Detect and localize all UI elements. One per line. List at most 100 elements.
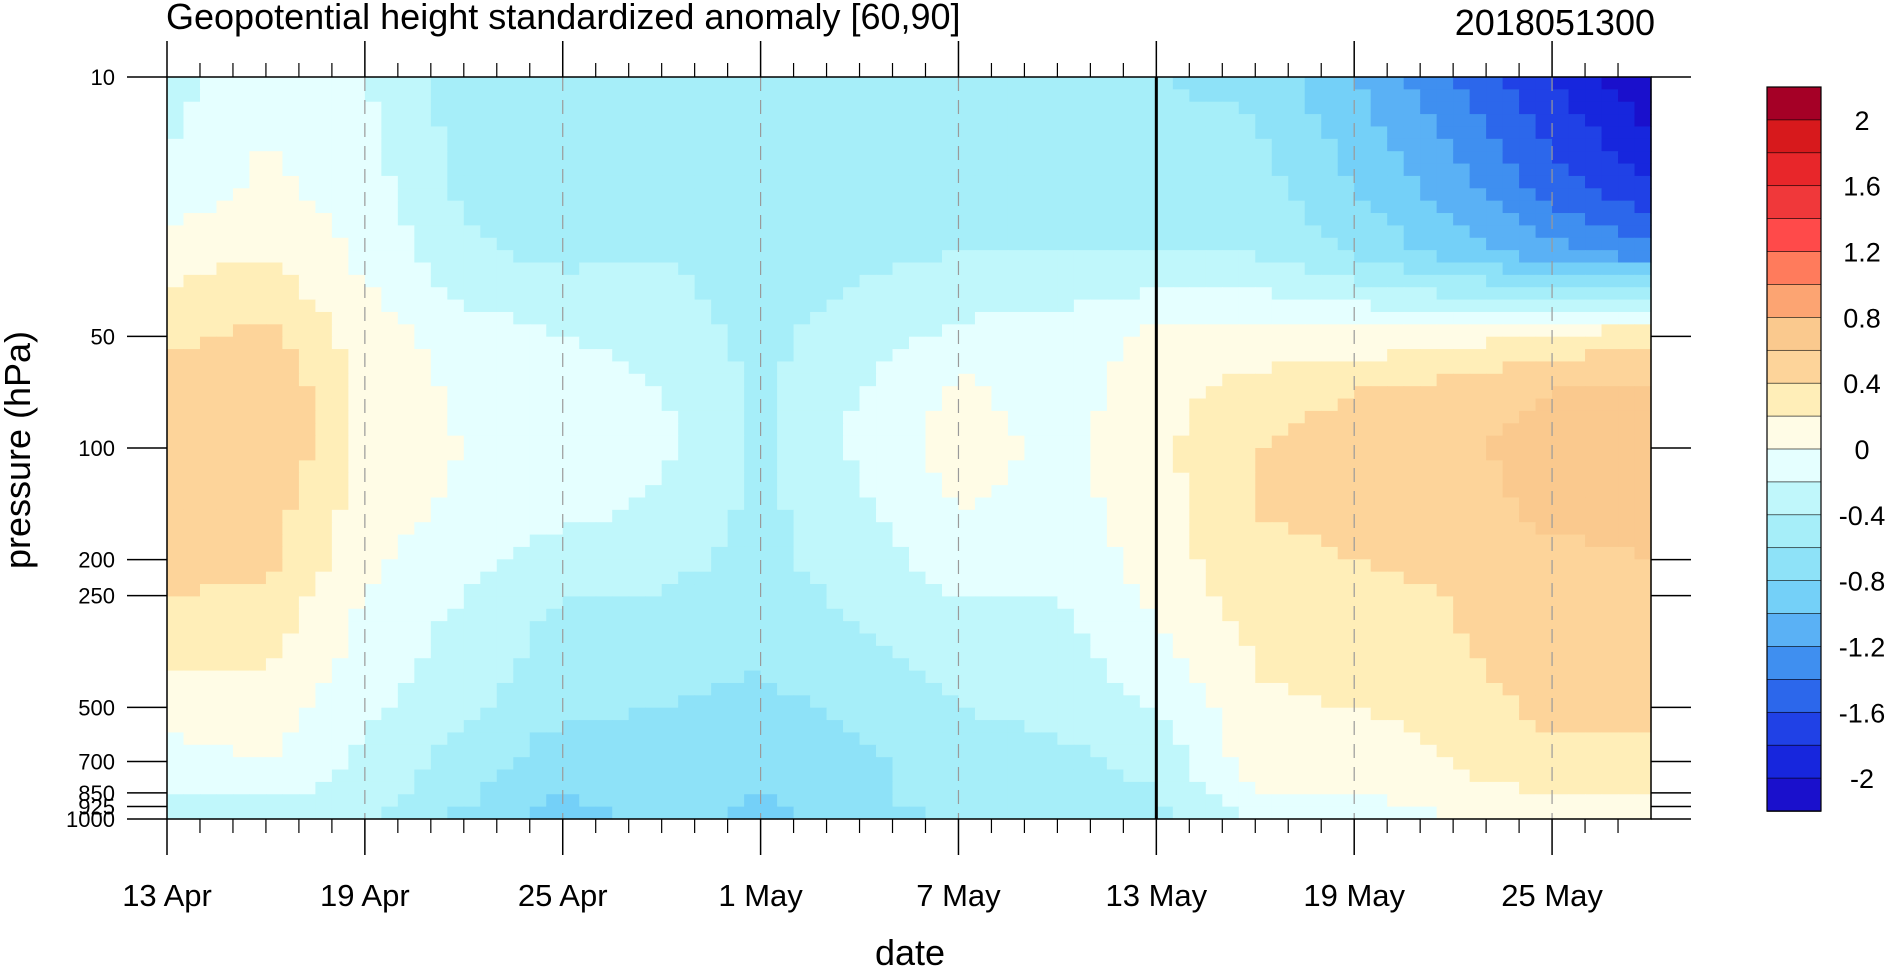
field-cell [628,757,646,771]
field-cell [1172,497,1190,511]
field-cell [694,163,712,177]
field-cell [843,670,861,684]
field-cell [859,262,877,276]
field-cell [876,237,894,251]
field-cell [463,361,481,375]
field-cell [1271,633,1289,647]
field-cell [1403,213,1421,226]
field-cell [447,695,465,709]
field-cell [1420,410,1438,424]
field-cell [925,472,943,486]
field-cell [793,262,811,276]
field-cell [1618,250,1636,264]
field-cell [1535,175,1553,189]
field-cell [612,175,630,189]
field-cell [1469,670,1487,684]
field-cell [1271,448,1289,461]
field-cell [628,546,646,560]
field-cell [744,299,762,313]
field-cell [859,423,877,437]
field-cell [480,89,498,103]
field-cell [1601,114,1619,128]
field-cell [991,509,1009,523]
field-cell [1601,559,1619,573]
field-cell [1321,497,1339,511]
field-cell [1420,534,1438,548]
field-cell [1436,213,1454,226]
field-cell [216,522,234,536]
field-cell [1304,472,1322,486]
field-cell [628,472,646,486]
field-cell [711,200,729,214]
field-cell [1486,77,1504,90]
field-cell [1502,670,1520,684]
field-cell [925,250,943,264]
field-cell [991,633,1009,647]
field-cell [760,509,778,523]
field-cell [364,744,382,758]
field-cell [1469,546,1487,560]
field-cell [810,497,828,511]
field-cell [1123,175,1141,189]
field-cell [447,188,465,202]
field-cell [1337,720,1355,734]
field-cell [1139,472,1157,486]
field-cell [974,101,993,115]
field-cell [579,621,597,635]
field-cell [826,299,844,313]
field-cell [199,435,218,449]
field-cell [480,151,498,165]
field-cell [1057,175,1075,189]
field-cell [447,151,465,165]
field-cell [1403,287,1421,301]
field-cell [1288,596,1306,610]
field-cell [645,645,663,659]
field-cell [364,596,382,610]
field-cell [1057,472,1075,486]
field-cell [892,621,910,635]
field-cell [232,497,251,511]
field-cell [1453,101,1471,115]
field-cell [661,163,679,177]
field-cell [941,546,960,560]
field-cell [974,410,993,424]
field-cell [628,571,646,585]
field-cell [1139,398,1157,412]
field-cell [612,213,630,226]
field-cell [760,559,778,573]
field-cell [1007,114,1026,128]
field-cell [612,188,630,202]
field-cell [1436,621,1454,635]
field-cell [1205,361,1223,375]
field-cell [595,645,613,659]
field-cell [1634,621,1652,635]
field-cell [1222,101,1240,115]
field-cell [381,101,399,115]
field-cell [1321,373,1339,387]
field-cell [1057,274,1075,288]
field-cell [645,744,663,758]
field-cell [331,163,349,177]
field-cell [1535,546,1553,560]
field-cell [1288,695,1306,709]
field-cell [1172,448,1190,461]
field-cell [397,720,415,734]
field-cell [694,311,712,325]
field-cell [199,509,218,523]
field-cell [1090,608,1108,622]
field-cell [562,633,580,647]
field-cell [1073,200,1091,214]
field-cell [1337,732,1355,746]
field-cell [1238,472,1256,486]
field-cell [1321,621,1339,635]
field-cell [1502,720,1520,734]
field-cell [1238,175,1256,189]
field-cell [793,410,811,424]
field-cell [1106,225,1124,239]
field-cell [1139,361,1157,375]
field-cell [826,89,844,103]
field-cell [925,225,943,239]
field-cell [430,658,448,672]
field-cell [628,237,646,251]
field-cell [694,250,712,264]
